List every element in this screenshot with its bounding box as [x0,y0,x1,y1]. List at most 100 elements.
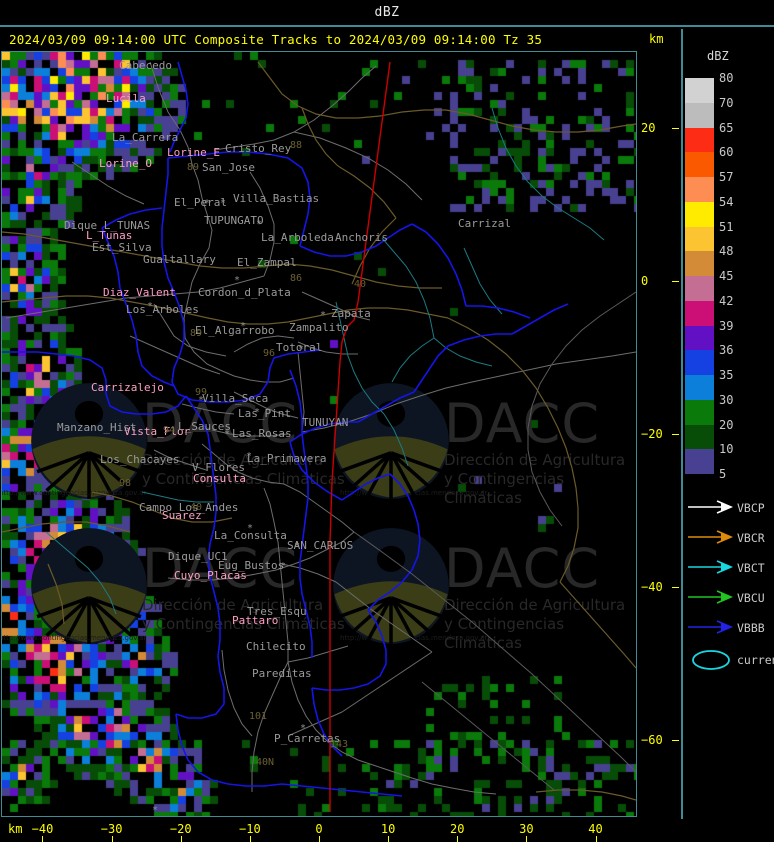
track-legend-row-vbcp[interactable]: VBCP [685,497,773,519]
window-title: dBZ [374,5,400,20]
terrain-lines [353,291,636,791]
city-marker-icon: * [204,198,211,209]
track-legend-label: VBCT [737,561,765,575]
track-legend-label: VBBB [737,621,765,635]
city-marker-icon: * [298,344,305,355]
color-scale-value: 36 [719,343,734,358]
track-legend-row-vbcr[interactable]: VBCR [685,527,773,549]
x-axis: km −40 −30 −20 −10 0 10 20 30 40 [0,819,680,842]
y-axis-tick-label: 0 [641,273,649,288]
color-scale-value: 65 [719,120,734,135]
legend-title: dBZ [707,49,729,63]
color-swatch [685,399,714,425]
color-scale-value: 51 [719,219,734,234]
color-swatch [685,449,714,474]
main-route-network [2,61,636,801]
highway-40 [329,61,391,812]
x-axis-tick-label: −10 [239,822,261,836]
river-network [45,107,605,615]
x-axis-tick-mark [180,836,182,842]
x-axis-unit-label: km [8,822,23,836]
color-scale-value: 5 [719,467,727,481]
city-marker-icon: * [300,723,307,734]
color-swatch [685,350,714,375]
track-legend-row-vbbb[interactable]: VBBB [685,617,773,639]
x-axis-tick-label: 30 [519,822,534,836]
city-marker-icon: * [152,805,159,816]
y-axis-tick-mark [672,127,679,129]
city-marker-icon: * [247,523,254,534]
color-swatch [685,325,714,351]
city-marker-icon: * [147,301,154,312]
city-marker-icon: * [256,219,263,230]
color-scale-value: 20 [719,417,734,432]
x-axis-tick-label: −20 [169,822,192,836]
city-marker-icon: * [294,541,301,552]
city-marker-icon: * [254,407,261,418]
track-legend-label: VBCP [737,501,765,515]
dbz-color-scale-labels: 80 70 65 60 57 54 51 48 45 42 39 36 35 30 20 10 5 [719,71,769,488]
color-scale-value: 54 [719,194,734,209]
x-axis-tick-mark [319,836,320,842]
color-scale-value: 45 [719,269,734,283]
x-axis-tick-mark [526,836,528,842]
x-axis-tick-mark [595,836,597,842]
city-marker-icon: * [234,275,241,286]
city-marker-icon: * [224,429,231,440]
x-axis-tick-mark [249,836,251,842]
y-axis-tick-label: −20 [641,427,663,441]
x-axis-tick-label: 0 [315,822,323,836]
legend-panel: dBZ 80 70 65 60 57 54 51 48 45 42 39 36 35 30 20 10 5 VB… [681,29,774,819]
department-boundary [2,61,569,797]
color-swatch [685,78,714,103]
track-legend-label: VBCR [737,531,765,545]
map-canvas: DACC Dirección de Agricultura y Continge… [2,52,636,816]
color-scale-value: 39 [719,318,734,333]
color-scale-value: 35 [719,368,734,382]
y-axis-tick-label: −60 [641,733,663,748]
color-swatch [685,226,714,252]
color-swatch [685,300,714,326]
city-marker-icon: * [246,451,253,462]
color-scale-value: 80 [719,71,734,85]
x-axis-tick-mark [388,836,390,842]
y-axis-tick-mark [672,740,679,742]
y-axis-tick-mark [672,280,679,282]
color-scale-value: 48 [719,244,734,259]
city-marker-icon: * [240,321,247,332]
x-axis-tick-mark [42,836,44,842]
y-axis-tick-mark [672,587,679,589]
track-legend-row-vbcu[interactable]: VBCU [685,587,773,609]
x-axis-tick-label: −30 [100,822,123,836]
arrow-icon [688,590,734,604]
color-scale-value: 10 [719,442,734,457]
color-scale-value: 60 [719,145,734,160]
x-axis-tick-label: 20 [450,822,465,836]
current-legend-label: current [737,653,774,667]
color-swatch [685,152,714,177]
color-swatch [685,276,714,301]
x-axis-tick-mark [111,836,113,842]
city-marker-icon: * [320,310,327,321]
arrow-icon [688,560,734,574]
color-swatch [685,424,714,450]
y-axis-tick-label: −40 [641,580,663,595]
y-axis-tick-label: 20 [641,120,656,135]
color-scale-value: 42 [719,293,734,308]
x-axis-tick-label: 10 [380,822,396,836]
y-axis: 20 0 −20 −40 −60 [639,51,681,817]
km-unit-label-top: km [649,32,664,46]
minor-road-network [5,61,636,795]
track-legend-row-vbct[interactable]: VBCT [685,557,773,579]
color-scale-value: 57 [719,170,734,184]
map-vector-overlay [2,61,636,812]
y-axis-tick-mark [672,434,679,435]
track-legend-label: VBCU [737,591,765,605]
track-legend-row-current[interactable]: current [685,647,774,670]
color-swatch [685,102,714,128]
window-title-bar: dBZ [0,0,774,27]
color-swatch [685,177,714,202]
radar-map-panel[interactable]: DACC Dirección de Agricultura y Continge… [1,51,637,817]
arrow-icon [688,500,734,514]
dbz-color-scale[interactable] [685,78,714,474]
